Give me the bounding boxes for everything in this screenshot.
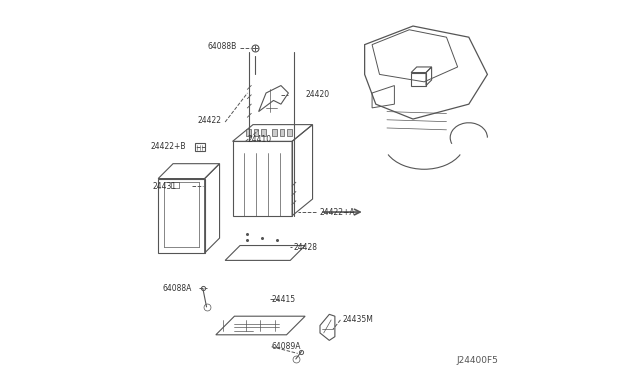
Text: 24422+A: 24422+A [320, 208, 356, 217]
Text: 24428: 24428 [294, 243, 318, 252]
Polygon shape [261, 129, 266, 137]
Polygon shape [246, 129, 251, 137]
Text: 24410: 24410 [248, 135, 271, 144]
Text: 24415: 24415 [271, 295, 296, 304]
Text: 64089A: 64089A [271, 342, 301, 351]
Text: 64088B: 64088B [207, 42, 236, 51]
Text: 24435M: 24435M [342, 315, 373, 324]
Polygon shape [287, 129, 292, 137]
Text: 24422+B: 24422+B [150, 142, 186, 151]
Polygon shape [272, 129, 276, 137]
Text: 64088A: 64088A [163, 284, 191, 293]
Text: 24422: 24422 [197, 116, 221, 125]
Text: 24431: 24431 [153, 182, 177, 190]
Text: 24420: 24420 [305, 90, 329, 99]
Polygon shape [280, 129, 284, 137]
Polygon shape [253, 129, 258, 137]
Text: J24400F5: J24400F5 [457, 356, 499, 365]
